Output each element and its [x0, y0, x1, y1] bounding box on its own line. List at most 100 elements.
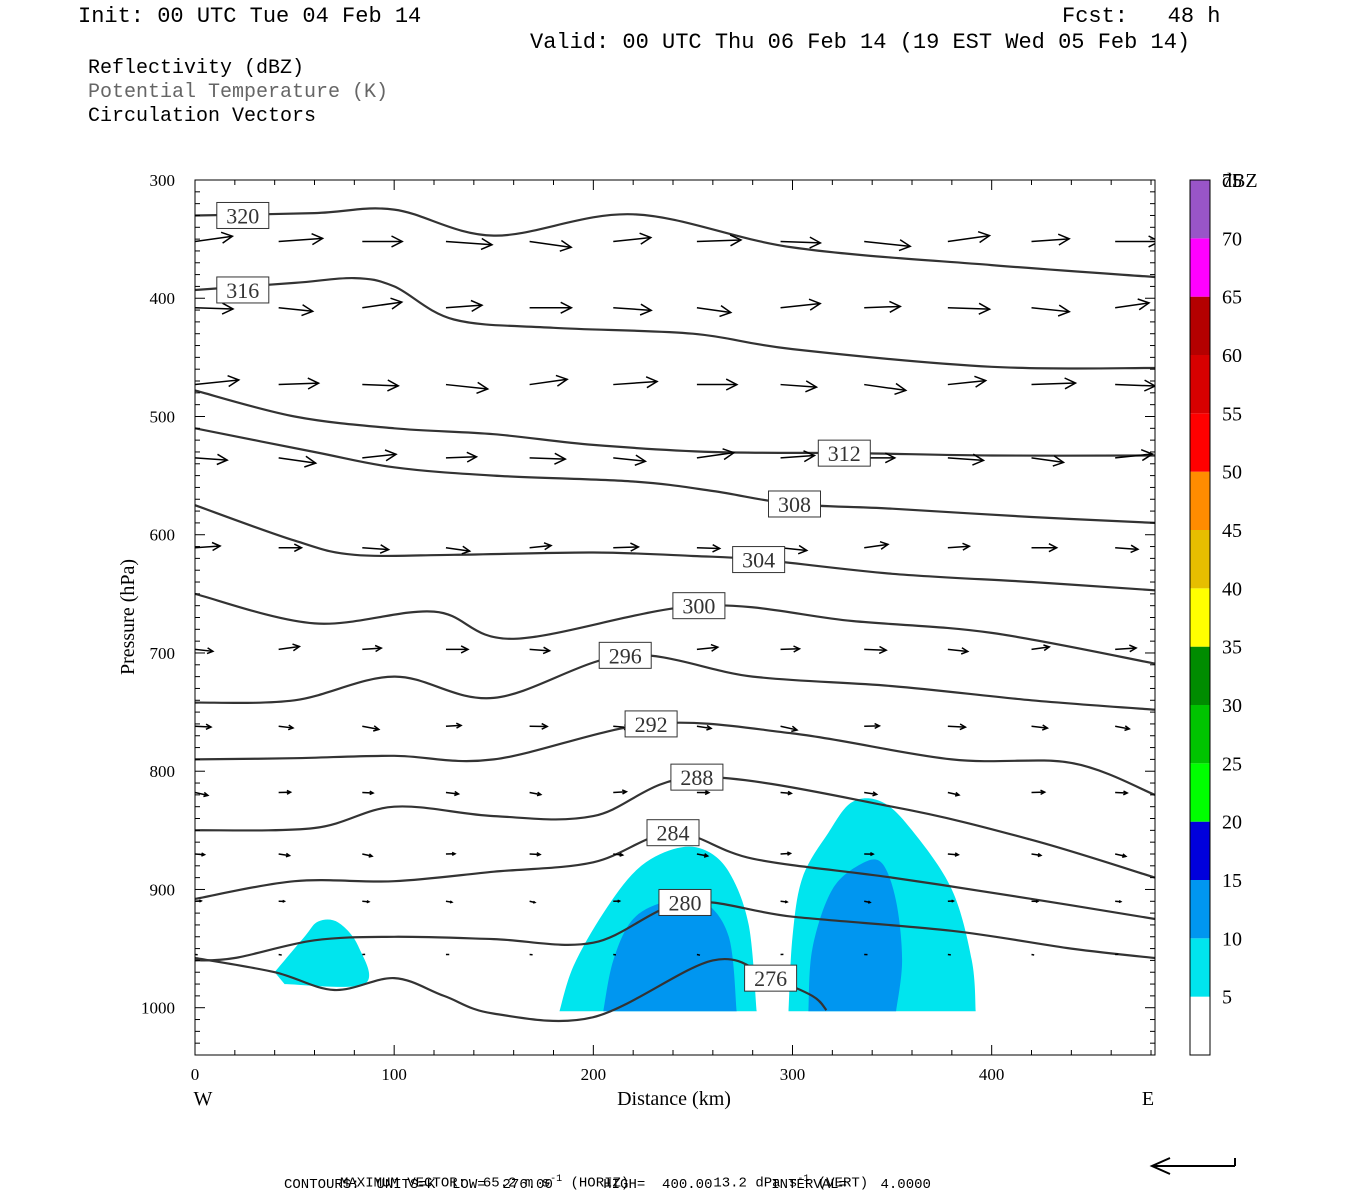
wind-vector-head: [870, 851, 875, 857]
reflectivity-cell-10dbz: [808, 859, 903, 1012]
y-tick-label: 500: [150, 407, 176, 426]
wind-vector-head: [889, 300, 902, 313]
wind-vector-head: [391, 235, 404, 248]
vert-tag: (VERT): [817, 1175, 869, 1192]
wind-vector-head: [1148, 235, 1155, 248]
wind-vector-head: [221, 302, 235, 315]
wind-vector: [613, 457, 646, 463]
colorbar-label: 5: [1222, 987, 1232, 1009]
wind-vector-head: [543, 542, 553, 551]
wind-vector: [613, 236, 651, 243]
y-tick-label: 700: [150, 644, 176, 663]
wind-vector: [780, 240, 821, 244]
wind-vector: [529, 240, 572, 249]
reference-vector-arrow: [1149, 1157, 1236, 1175]
wind-vector-head: [797, 544, 809, 555]
wind-vector: [445, 724, 462, 728]
wind-vector-head: [784, 900, 789, 904]
wind-vector: [445, 240, 493, 246]
wind-vector-head: [536, 851, 542, 857]
wind-vector-head: [554, 452, 567, 465]
theta-contour-296: [195, 653, 1155, 711]
max-vector-line: MAXIMUM VECTOR: 65.2 m s-1 (HORIZ) 13.2 …: [340, 1158, 868, 1192]
wind-vector-head: [1037, 852, 1043, 858]
wind-vector: [947, 648, 968, 653]
legend-potential-temperature: Potential Temperature (K): [88, 81, 389, 104]
wind-vector-head: [480, 237, 494, 251]
wind-vector-head: [978, 302, 992, 315]
wind-vector: [1115, 546, 1138, 551]
contour-label-box-280: [658, 888, 712, 916]
wind-vector: [780, 454, 815, 459]
wind-vector-head: [706, 724, 713, 731]
wind-vector: [362, 725, 379, 731]
wind-vector-head: [387, 379, 400, 392]
wind-vector-head: [301, 304, 315, 317]
wind-vector-head: [560, 301, 574, 314]
wind-vector-head: [1041, 724, 1050, 731]
colorbar-segment: [1190, 646, 1210, 705]
wind-vector-head: [809, 236, 823, 249]
wind-vector: [864, 383, 906, 392]
wind-vector: [529, 457, 566, 460]
colorbar-segment: [1190, 180, 1210, 239]
wind-vector: [947, 853, 959, 856]
wind-vector-head: [542, 646, 552, 655]
wind-vector-head: [793, 645, 802, 653]
contour-label-308: 308: [778, 492, 811, 517]
wind-vector: [947, 791, 960, 796]
colorbar-segment: [1190, 238, 1210, 297]
wind-vector-head: [1040, 789, 1047, 796]
wind-vector: [362, 383, 399, 387]
valid-time: Valid: 00 UTC Thu 06 Feb 14 (19 EST Wed …: [530, 30, 1191, 55]
wind-vector-head: [205, 723, 213, 730]
wind-vector-head: [704, 790, 711, 796]
wind-vector: [278, 382, 319, 386]
wind-vector-head: [466, 451, 479, 463]
wind-vector: [445, 304, 483, 309]
wind-vector-head: [379, 544, 391, 554]
wind-vector-head: [304, 455, 318, 468]
wind-vector: [1031, 382, 1076, 386]
y-tick-label: 800: [150, 762, 176, 781]
wind-vector: [529, 544, 552, 549]
colorbar-segment: [1190, 938, 1210, 997]
wind-vector: [1115, 647, 1137, 651]
wind-vector-head: [645, 376, 659, 389]
wind-vector-head: [1118, 900, 1123, 904]
contour-label-box-312: [817, 439, 871, 467]
wind-vector-head: [449, 900, 454, 904]
colorbar-label: 20: [1222, 812, 1242, 834]
wind-vector: [1031, 238, 1070, 243]
wind-vector-head: [786, 851, 793, 856]
colorbar-label: 75: [1222, 170, 1242, 192]
wind-vector: [195, 306, 234, 310]
wind-vector-head: [532, 900, 537, 904]
wind-vector-head: [1129, 644, 1138, 653]
wind-vector: [445, 791, 459, 795]
colorbar-unit: dBZ: [1222, 170, 1258, 192]
colorbar-label: 50: [1222, 462, 1242, 484]
wind-vector-head: [541, 722, 549, 730]
theta-contour-316: [195, 276, 1155, 370]
wind-vector-head: [372, 725, 381, 732]
wind-vector-head: [874, 722, 882, 730]
wind-vector-head: [555, 374, 569, 387]
wind-vector-head: [292, 643, 302, 652]
wind-vector: [780, 648, 800, 651]
wind-vector: [696, 646, 718, 651]
wind-vector-head: [227, 374, 241, 388]
wind-vector: [864, 305, 901, 309]
colorbar-label: 55: [1222, 403, 1242, 425]
theta-contour-300: [195, 592, 1155, 665]
wind-vector-head: [722, 448, 736, 461]
wind-vector-head: [1048, 543, 1059, 553]
theta-contour-312: [195, 389, 1155, 457]
wind-vector: [613, 546, 639, 549]
colorbar-segment: [1190, 296, 1210, 355]
wind-vector-head: [282, 899, 287, 903]
theta-contour-288: [195, 775, 1155, 879]
wind-vector-head: [201, 852, 207, 857]
wind-vector-head: [977, 230, 992, 244]
wind-vector: [1031, 646, 1050, 651]
